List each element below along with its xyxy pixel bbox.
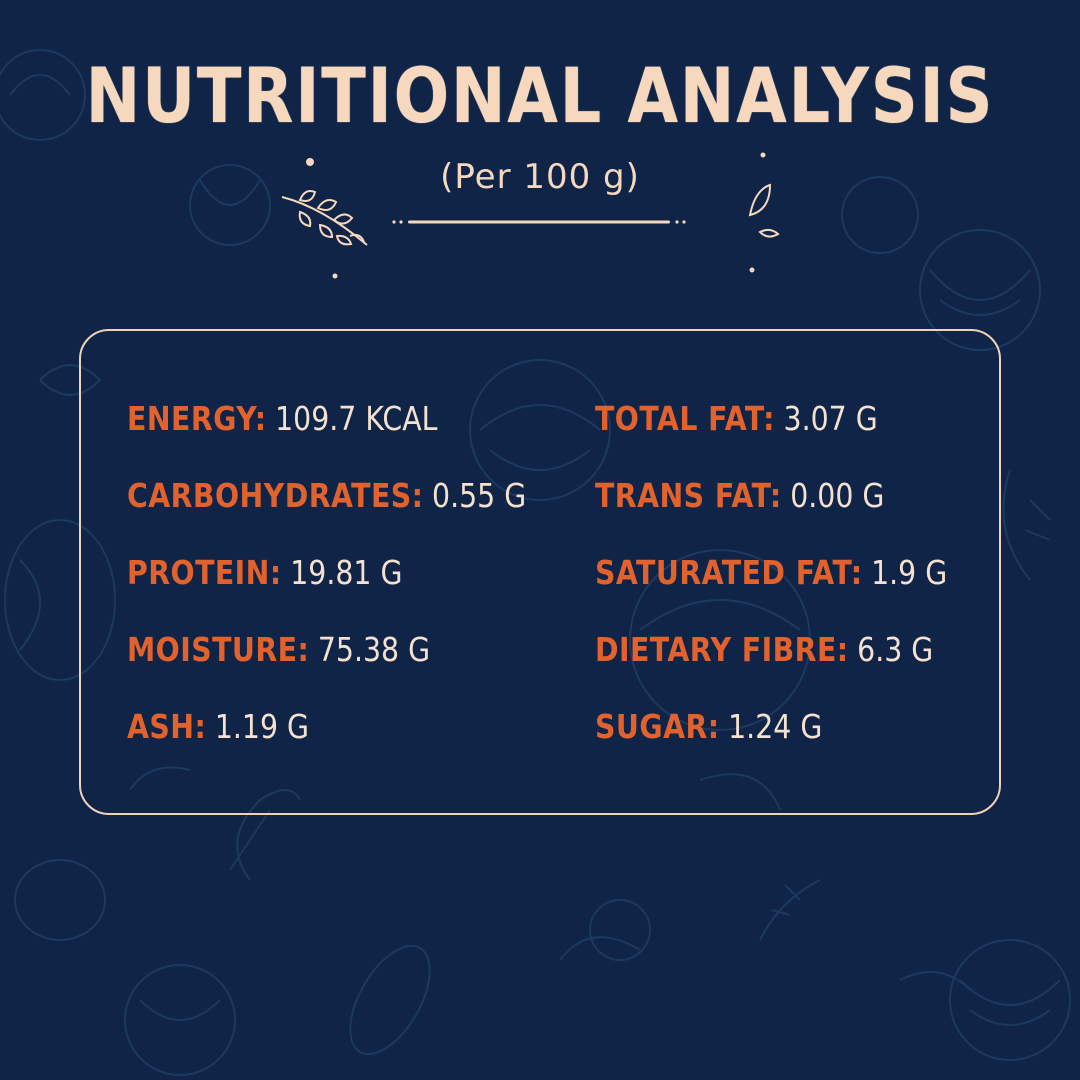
nutrition-panel: ENERGY: 109.7 KCAL CARBOHYDRATES: 0.55 G P… xyxy=(79,329,1001,815)
nutrient-label: CARBOHYDRATES: xyxy=(127,476,424,515)
nutrient-label: MOISTURE: xyxy=(127,630,310,669)
page-title: NUTRITIONAL ANALYSIS xyxy=(85,51,995,140)
nutrient-row-total-fat: TOTAL FAT: 3.07 G xyxy=(595,397,1005,474)
nutrient-row-dietary-fibre: DIETARY FIBRE: 6.3 G xyxy=(595,628,1005,705)
nutrient-row-ash: ASH: 1.19 G xyxy=(127,705,591,782)
nutrient-column-right: TOTAL FAT: 3.07 G TRANS FAT: 0.00 G SATURA… xyxy=(595,397,1005,782)
nutrient-column-left: ENERGY: 109.7 KCAL CARBOHYDRATES: 0.55 G P… xyxy=(127,397,591,782)
nutrient-row-energy: ENERGY: 109.7 KCAL xyxy=(127,397,591,474)
nutrient-row-sugar: SUGAR: 1.24 G xyxy=(595,705,1005,782)
nutrient-value: 0.00 G xyxy=(790,476,885,515)
nutrient-row-protein: PROTEIN: 19.81 G xyxy=(127,551,591,628)
nutrient-value: 19.81 G xyxy=(290,553,403,592)
nutrient-row-saturated-fat: SATURATED FAT: 1.9 G xyxy=(595,551,1005,628)
nutrient-row-moisture: MOISTURE: 75.38 G xyxy=(127,628,591,705)
nutrient-value: 1.19 G xyxy=(214,707,310,746)
nutrient-value: 1.9 G xyxy=(871,553,948,592)
nutrient-label: DIETARY FIBRE: xyxy=(595,630,849,669)
nutrient-label: TRANS FAT: xyxy=(595,476,782,515)
nutrient-label: PROTEIN: xyxy=(127,553,282,592)
nutrient-value: 1.24 G xyxy=(728,707,823,746)
nutrient-label: TOTAL FAT: xyxy=(595,399,775,438)
nutrient-label: SUGAR: xyxy=(595,707,720,746)
nutrient-value: 3.07 G xyxy=(783,399,878,438)
nutrient-value: 0.55 G xyxy=(432,476,527,515)
page-subtitle: (Per 100 g) xyxy=(440,157,640,197)
nutrient-value: 109.7 KCAL xyxy=(275,399,438,438)
nutrient-value: 75.38 G xyxy=(317,630,431,669)
nutrient-row-trans-fat: TRANS FAT: 0.00 G xyxy=(595,474,1005,551)
nutrient-label: ASH: xyxy=(127,707,207,746)
nutrient-label: ENERGY: xyxy=(127,399,267,438)
nutrient-row-carbohydrates: CARBOHYDRATES: 0.55 G xyxy=(127,474,591,551)
nutrient-value: 6.3 G xyxy=(857,630,934,669)
nutrient-label: SATURATED FAT: xyxy=(595,553,863,592)
